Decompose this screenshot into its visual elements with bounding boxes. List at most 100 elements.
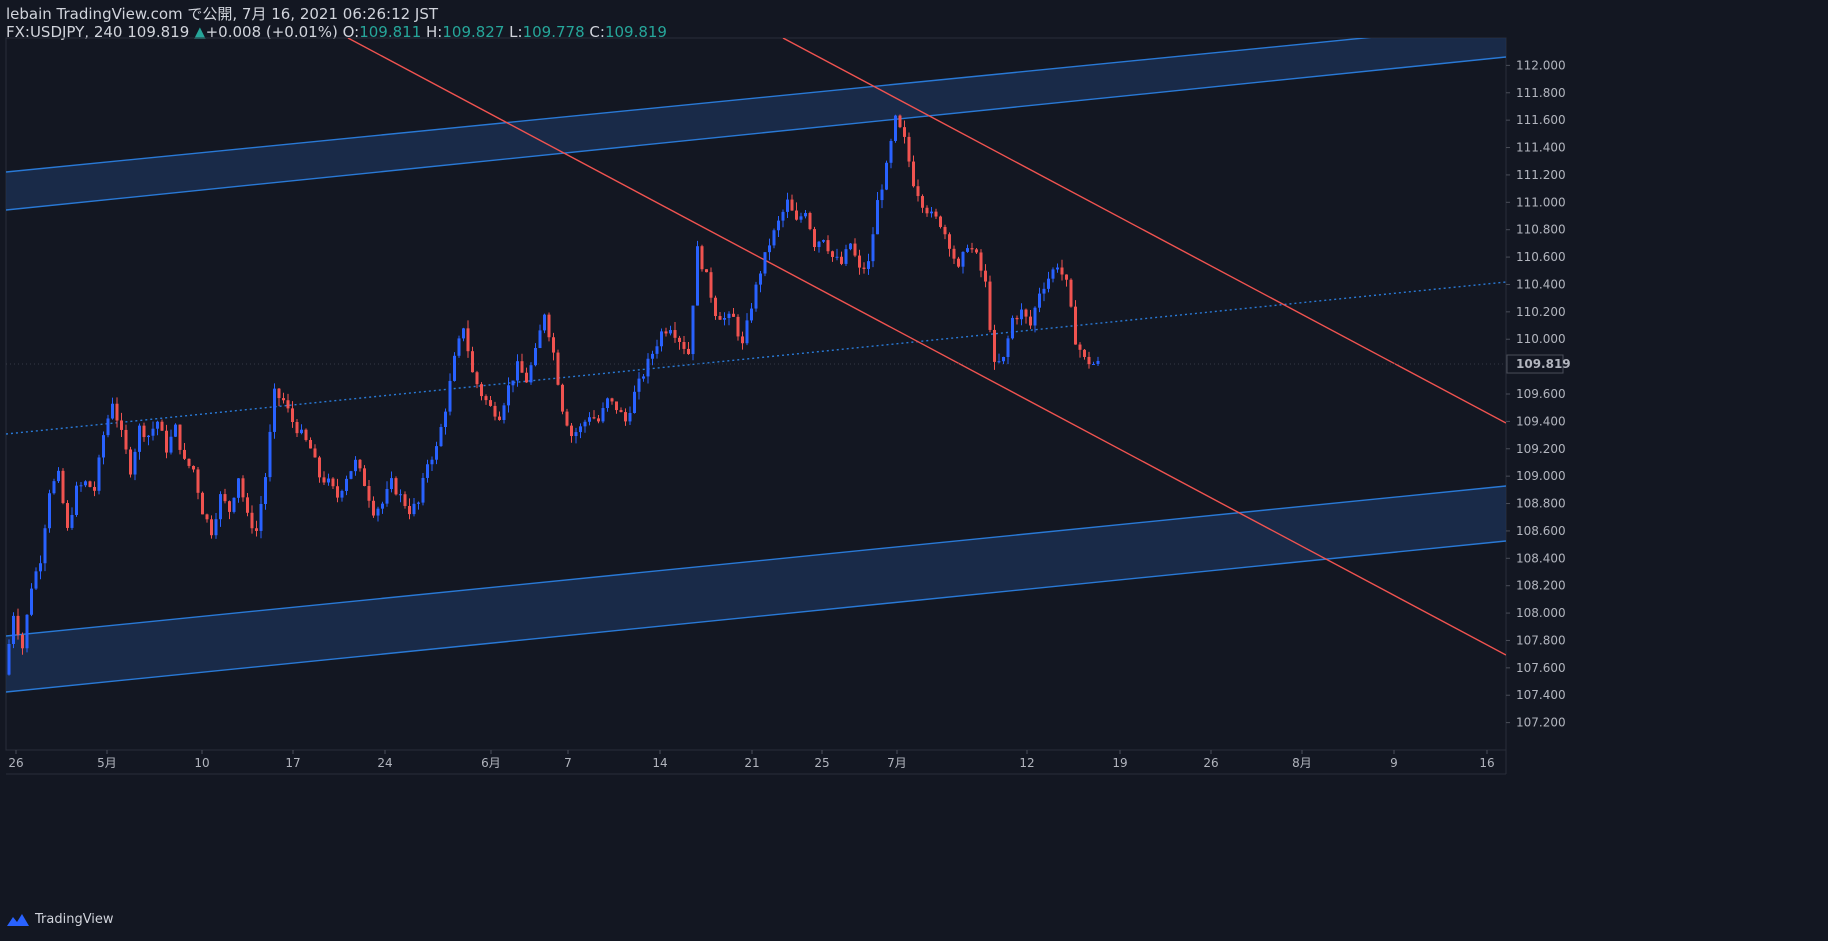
candle-body xyxy=(939,216,942,227)
candle-body xyxy=(106,418,110,436)
candle-body xyxy=(394,478,398,495)
price-tick-label: 111.800 xyxy=(1516,86,1566,100)
candle-body xyxy=(385,489,389,504)
candle-body xyxy=(282,398,285,401)
price-tick-label: 110.400 xyxy=(1516,277,1566,291)
candle-body xyxy=(241,478,245,498)
candle-body xyxy=(345,478,348,491)
candle-body xyxy=(417,502,420,504)
candle-body xyxy=(777,220,780,231)
candle-body xyxy=(705,269,708,273)
price-tick-label: 109.000 xyxy=(1516,469,1566,483)
candle-body xyxy=(637,378,641,392)
candle-body xyxy=(763,252,767,274)
candle-body xyxy=(1020,309,1023,320)
candle-body xyxy=(507,385,510,406)
candle-body xyxy=(642,376,645,379)
candle-body xyxy=(993,329,996,362)
candle-body xyxy=(624,412,627,422)
candle-body xyxy=(322,477,326,483)
price-axis[interactable]: 112.000 111.800 111.600 111.400 111.200 111.0… xyxy=(1506,58,1571,730)
candle-body xyxy=(538,330,542,349)
candle-body xyxy=(1065,274,1068,280)
candle-body xyxy=(192,465,195,470)
candle-body xyxy=(561,384,564,412)
candle-body xyxy=(898,115,902,128)
candle-body xyxy=(160,421,164,431)
price-tick-label: 111.200 xyxy=(1516,168,1566,182)
time-tick-label: 19 xyxy=(1112,756,1127,770)
publish-info: lebain TradingView.com で公開, 7月 16, 2021 … xyxy=(6,5,438,23)
candle-body xyxy=(336,486,339,498)
candle-body xyxy=(835,256,839,258)
footer-brand[interactable]: TradingView xyxy=(6,912,114,927)
candle-body xyxy=(187,458,191,466)
candle-body xyxy=(655,346,659,354)
candle-body xyxy=(453,355,456,381)
candle-body xyxy=(178,424,182,450)
low-label: L: xyxy=(509,23,523,41)
candle-body xyxy=(574,432,578,437)
candle-body xyxy=(754,284,758,309)
time-tick-label: 16 xyxy=(1479,756,1494,770)
candle-body xyxy=(196,469,200,493)
candle-body xyxy=(412,503,416,515)
candle-body xyxy=(462,328,465,339)
candle-body xyxy=(853,243,857,256)
candle-body xyxy=(790,199,794,211)
candle-body xyxy=(295,421,299,434)
candle-body xyxy=(111,403,114,419)
candle-body xyxy=(975,249,978,253)
candle-body xyxy=(1074,306,1077,345)
candle-body xyxy=(201,492,204,515)
candle-body xyxy=(255,528,258,531)
candle-body xyxy=(214,519,218,536)
candle-body xyxy=(795,210,798,220)
candle-body xyxy=(466,328,470,352)
last-price-label: 109.819 xyxy=(1516,357,1571,371)
candle-body xyxy=(718,316,722,320)
candle-body xyxy=(1060,267,1064,275)
candle-body xyxy=(133,451,137,475)
candle-body xyxy=(115,403,119,421)
candle-body xyxy=(727,313,731,318)
candle-body xyxy=(565,411,569,426)
candle-body xyxy=(997,361,1001,363)
candle-body xyxy=(430,459,434,465)
candle-body xyxy=(421,477,425,503)
candle-body xyxy=(660,331,663,347)
candle-body xyxy=(556,352,560,385)
candle-body xyxy=(93,486,96,491)
drawings-layer xyxy=(6,38,1506,693)
candle-body xyxy=(696,246,699,306)
time-tick-label: 25 xyxy=(814,756,829,770)
candle-body xyxy=(858,255,861,268)
candle-body xyxy=(907,136,911,162)
candle-body xyxy=(682,341,686,349)
candle-body xyxy=(1038,293,1041,308)
candle-body xyxy=(979,252,983,271)
price-tick-label: 110.800 xyxy=(1516,223,1566,237)
candle-body xyxy=(633,391,636,413)
candle-body xyxy=(16,615,20,635)
candle-body xyxy=(75,485,78,515)
time-axis[interactable]: 26 5月 10 17 24 6月 7 14 21 25 7月 12 19 26 8月 9 16 xyxy=(8,750,1495,770)
candle-body xyxy=(547,314,551,338)
candles-layer xyxy=(7,114,1100,676)
candle-body xyxy=(354,459,357,472)
candle-body xyxy=(219,494,222,520)
price-tick-label: 110.600 xyxy=(1516,250,1566,264)
price-tick-label: 107.800 xyxy=(1516,633,1566,647)
candle-body xyxy=(961,251,965,267)
candle-body xyxy=(84,481,87,486)
open-value: 109.811 xyxy=(359,23,422,41)
candle-body xyxy=(498,416,501,420)
price-tick-label: 111.000 xyxy=(1516,195,1566,209)
up-arrow-icon: ▲ xyxy=(194,23,206,41)
candle-body xyxy=(408,505,411,515)
candle-body xyxy=(367,486,371,501)
price-tick-label: 107.200 xyxy=(1516,716,1566,730)
candle-body xyxy=(772,230,776,246)
candle-body xyxy=(817,241,821,248)
